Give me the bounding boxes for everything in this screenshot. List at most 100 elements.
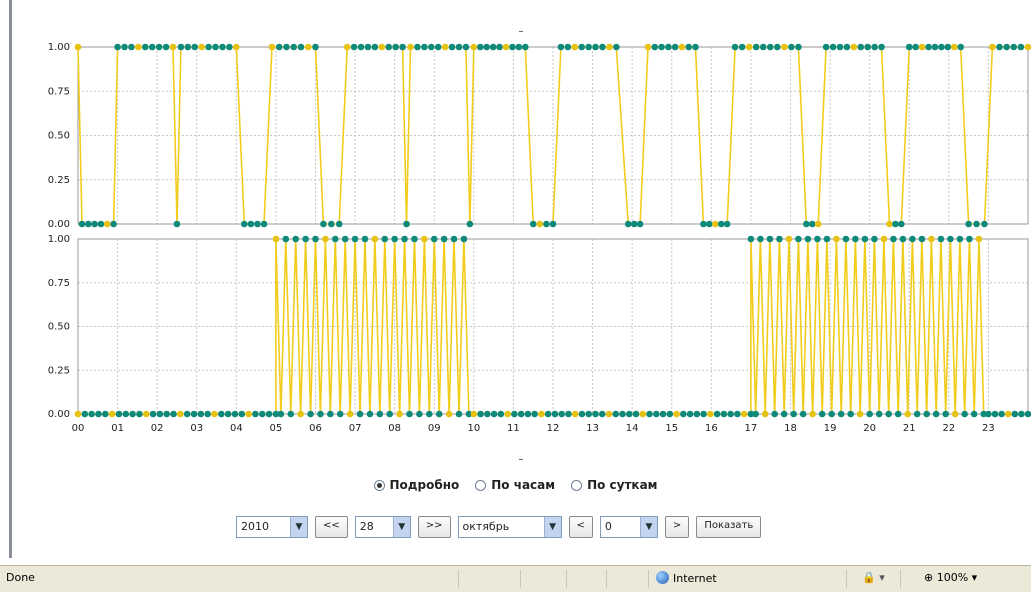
data-point [399, 43, 406, 51]
prev-day-button[interactable]: << [315, 516, 348, 538]
data-point [460, 235, 468, 243]
data-point [557, 43, 565, 51]
show-button[interactable]: Показать [696, 516, 762, 538]
x-tick-label: 13 [586, 423, 599, 434]
data-point [804, 235, 812, 243]
data-point [312, 43, 319, 51]
data-point [890, 235, 897, 243]
data-point [108, 410, 116, 418]
data-point [254, 220, 261, 228]
x-tick-label: 10 [467, 423, 480, 434]
data-point [95, 410, 102, 418]
zoom-control[interactable]: ⊕ 100% ▾ [924, 571, 978, 584]
data-point [351, 235, 359, 243]
data-point [277, 410, 285, 418]
x-tick-label: 20 [863, 423, 876, 434]
data-point [224, 410, 232, 418]
offset-select[interactable]: 0 ▼ [599, 516, 658, 538]
data-point [913, 410, 921, 418]
data-point [521, 43, 529, 51]
data-point [91, 220, 98, 228]
x-tick-label: 02 [151, 423, 164, 434]
prev-button[interactable]: < [568, 516, 593, 538]
data-point [745, 43, 753, 51]
data-point [430, 235, 438, 243]
radio-hours[interactable]: По часам [475, 478, 555, 492]
data-point [490, 410, 498, 418]
data-point [121, 43, 128, 51]
status-divider [606, 570, 607, 588]
data-point [173, 220, 181, 228]
data-point [290, 43, 298, 51]
x-tick-label: 22 [942, 423, 955, 434]
data-point [781, 43, 788, 51]
data-point [852, 235, 859, 243]
data-point [307, 410, 314, 418]
data-point [947, 235, 954, 243]
year-select[interactable]: 2010 ▼ [236, 516, 308, 538]
x-tick-label: 21 [903, 423, 916, 434]
data-point [613, 43, 620, 51]
data-point [364, 43, 372, 51]
data-point [918, 43, 926, 51]
data-point [465, 410, 473, 418]
data-point [361, 235, 369, 243]
data-point [401, 235, 408, 243]
data-point [814, 235, 821, 243]
radio-detail[interactable]: Подробно [373, 478, 459, 492]
data-point [630, 220, 638, 228]
globe-icon [656, 571, 669, 584]
zoom-icon: ⊕ [924, 571, 934, 584]
data-point [466, 220, 474, 228]
data-point [448, 43, 456, 51]
data-point [878, 43, 885, 51]
data-point [427, 43, 435, 51]
data-point [385, 43, 393, 51]
data-point [376, 410, 384, 418]
data-point [170, 410, 177, 418]
data-point [233, 43, 240, 51]
protected-mode-icon[interactable]: 🔒 ▾ [862, 571, 885, 584]
next-button[interactable]: > [664, 516, 690, 538]
data-point [1004, 410, 1012, 418]
data-point [1011, 410, 1019, 418]
next-day-button[interactable]: >> [417, 516, 451, 538]
x-tick-label: 18 [784, 423, 797, 434]
data-point [981, 220, 988, 228]
data-point [653, 410, 660, 418]
data-point [190, 410, 198, 418]
data-point [766, 235, 774, 243]
data-point [861, 235, 869, 243]
data-point [529, 220, 537, 228]
x-tick-label: 23 [982, 423, 995, 434]
data-point [536, 220, 544, 228]
data-point [624, 220, 632, 228]
data-point [957, 43, 965, 51]
month-select[interactable]: октябрь ▼ [457, 516, 562, 538]
data-point [198, 43, 205, 51]
x-tick-label: 05 [270, 423, 283, 434]
data-point [585, 410, 593, 418]
data-point [814, 220, 822, 228]
data-point [665, 43, 672, 51]
data-point [856, 410, 864, 418]
data-point [599, 43, 606, 51]
year-value: 2010 [241, 520, 269, 533]
data-point [790, 410, 797, 418]
radio-hours-label: По часам [491, 478, 556, 492]
data-point [632, 410, 640, 418]
data-point [612, 410, 620, 418]
data-point [275, 43, 283, 51]
x-tick-label: 12 [547, 423, 560, 434]
chevron-down-icon: ▼ [290, 517, 307, 537]
data-point [328, 220, 335, 228]
x-tick-label: 01 [111, 423, 124, 434]
data-point [88, 410, 95, 418]
x-tick-label: 16 [705, 423, 718, 434]
day-select[interactable]: 28 ▼ [354, 516, 411, 538]
radio-days-dot [571, 479, 583, 491]
data-point [219, 43, 226, 51]
data-point [455, 410, 463, 418]
radio-days[interactable]: По суткам [571, 478, 657, 492]
data-point [585, 43, 592, 51]
